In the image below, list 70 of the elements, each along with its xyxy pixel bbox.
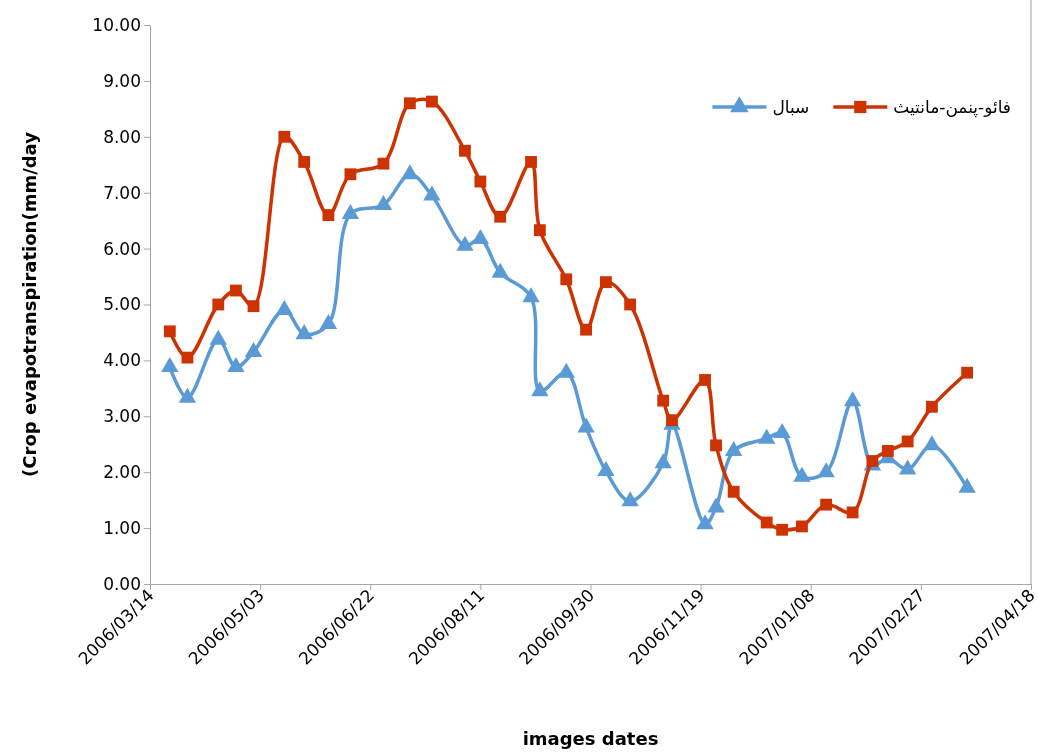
point bbox=[557, 362, 575, 378]
point bbox=[178, 387, 197, 403]
point bbox=[580, 323, 593, 336]
point bbox=[377, 157, 390, 170]
point bbox=[699, 374, 711, 386]
point bbox=[525, 156, 537, 168]
point bbox=[758, 428, 776, 444]
y-tick-label: 0.00 bbox=[103, 573, 141, 594]
point bbox=[403, 97, 416, 110]
point bbox=[229, 284, 242, 297]
point bbox=[923, 435, 941, 451]
point bbox=[344, 168, 357, 181]
point bbox=[491, 262, 509, 278]
point bbox=[247, 300, 260, 313]
y-tick-label: 7.00 bbox=[103, 182, 141, 203]
legend-label: فائو-پنمن-مانتیث bbox=[893, 96, 1011, 118]
point bbox=[577, 417, 595, 433]
point bbox=[621, 491, 639, 507]
point bbox=[322, 209, 335, 221]
point bbox=[227, 357, 245, 373]
y-tick-label: 9.00 bbox=[103, 70, 141, 91]
point bbox=[522, 287, 540, 303]
point bbox=[773, 423, 791, 439]
point bbox=[275, 300, 294, 316]
point bbox=[925, 400, 938, 413]
point bbox=[654, 453, 672, 469]
point bbox=[459, 144, 471, 157]
point bbox=[278, 130, 291, 143]
y-tick-label: 2.00 bbox=[103, 462, 141, 483]
y-tick-label: 8.00 bbox=[103, 126, 141, 147]
point bbox=[817, 462, 835, 478]
point bbox=[209, 329, 227, 345]
point bbox=[958, 477, 976, 493]
point bbox=[212, 298, 225, 311]
point bbox=[843, 391, 862, 407]
y-tick-label: 6.00 bbox=[103, 238, 141, 259]
point bbox=[163, 325, 176, 338]
point bbox=[901, 435, 914, 448]
y-tick-label: 5.00 bbox=[103, 294, 141, 315]
point bbox=[244, 342, 263, 358]
point bbox=[624, 298, 637, 311]
point bbox=[319, 314, 338, 330]
point bbox=[727, 485, 740, 498]
point bbox=[793, 466, 811, 482]
point bbox=[696, 514, 714, 530]
x-axis-title: images dates bbox=[522, 728, 659, 749]
point bbox=[707, 497, 725, 513]
point bbox=[161, 357, 179, 373]
y-tick-label: 10.00 bbox=[92, 14, 141, 35]
point bbox=[494, 210, 507, 223]
y-tick-label: 3.00 bbox=[103, 406, 141, 427]
point bbox=[725, 440, 743, 456]
point bbox=[597, 461, 615, 477]
point bbox=[533, 224, 546, 237]
y-tick-label: 1.00 bbox=[103, 518, 141, 539]
point bbox=[298, 156, 311, 168]
point bbox=[657, 394, 670, 407]
legend-label: سبال bbox=[772, 96, 810, 117]
point bbox=[961, 366, 974, 379]
y-tick-label: 4.00 bbox=[103, 350, 141, 371]
point bbox=[181, 351, 194, 364]
point bbox=[426, 95, 438, 108]
y-axis-title: (Crop evapotranspiration(mm/day bbox=[19, 131, 40, 477]
point bbox=[531, 381, 549, 397]
point bbox=[899, 459, 917, 475]
point bbox=[295, 324, 313, 340]
point bbox=[474, 175, 487, 188]
point bbox=[401, 164, 419, 180]
point bbox=[560, 273, 573, 286]
point bbox=[600, 276, 612, 289]
